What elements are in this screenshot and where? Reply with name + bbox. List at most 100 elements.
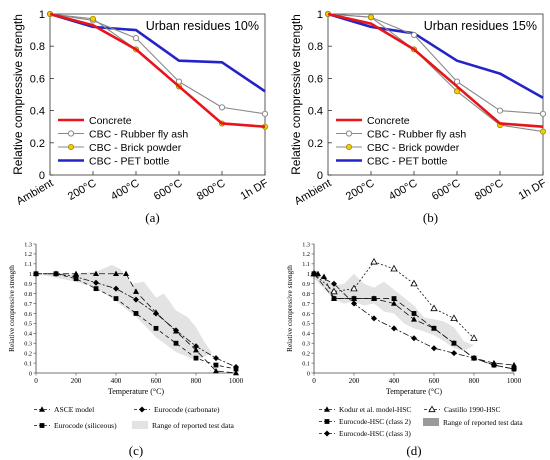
x-tick-label: Ambient bbox=[15, 177, 56, 208]
y-tick-label: 0.6 bbox=[308, 73, 323, 85]
legend-label: Range of reported test data bbox=[152, 421, 234, 430]
y-tick-label: 0.1 bbox=[302, 360, 310, 367]
legend-marker bbox=[324, 406, 330, 412]
legend-label: Kodur et al. model-HSC bbox=[339, 405, 411, 414]
data-point bbox=[371, 315, 377, 322]
x-tick-label: 0 bbox=[34, 377, 38, 385]
data-point bbox=[391, 300, 397, 306]
chart-panel-d: 0 0.1 0.2 0.3 0.4 0.5 0.6 0.7 0.8 0.9 1 1.1 1.2 1.3 0 2… bbox=[286, 241, 523, 458]
series-line-cbc-pet-bottle bbox=[327, 12, 544, 99]
data-point bbox=[451, 340, 457, 346]
legend-band-swatch bbox=[423, 418, 439, 426]
data-point bbox=[173, 340, 179, 346]
legend-band-swatch bbox=[132, 421, 148, 429]
range-band bbox=[36, 264, 212, 361]
y-tick-label: 0.4 bbox=[30, 106, 45, 118]
y-tick-label: 0.4 bbox=[302, 331, 310, 338]
data-point bbox=[193, 346, 199, 353]
y-tick-label: 0.7 bbox=[24, 301, 32, 308]
x-tick-label: 600°C bbox=[152, 177, 185, 203]
data-point bbox=[540, 128, 547, 135]
y-tick-label: 1 bbox=[307, 271, 310, 278]
legend-marker bbox=[428, 405, 436, 413]
series-line-cbc-brick-powder bbox=[327, 13, 544, 133]
y-tick-label: 0.1 bbox=[24, 360, 32, 367]
data-point bbox=[411, 311, 417, 316]
legend-label: CBC - Rubber fly ash bbox=[367, 128, 466, 140]
y-tick-label: 1 bbox=[317, 9, 323, 21]
data-point bbox=[351, 296, 357, 301]
data-point bbox=[133, 311, 139, 316]
x-tick-label: 600 bbox=[151, 377, 162, 385]
data-point bbox=[331, 280, 337, 287]
data-point bbox=[33, 270, 39, 277]
legend-marker bbox=[345, 143, 352, 150]
data-point bbox=[470, 334, 478, 341]
data-point bbox=[351, 300, 357, 307]
series-line-concrete bbox=[49, 12, 266, 128]
data-point bbox=[411, 335, 417, 342]
data-point bbox=[539, 110, 547, 117]
y-tick-label: 0.5 bbox=[302, 321, 310, 328]
legend-label: CBC - Brick powder bbox=[367, 142, 460, 154]
panel-label: (b) bbox=[423, 210, 438, 225]
data-point bbox=[213, 362, 219, 368]
data-point bbox=[90, 15, 97, 22]
y-tick-label: 1.1 bbox=[24, 261, 32, 268]
data-point bbox=[410, 31, 418, 39]
data-point bbox=[113, 285, 119, 292]
y-tick-label: 0.5 bbox=[24, 321, 32, 328]
x-tick-label: 400°C bbox=[109, 177, 142, 203]
plot-frame bbox=[327, 13, 544, 176]
y-tick-label: 0 bbox=[39, 170, 45, 182]
legend-marker bbox=[68, 143, 75, 150]
y-axis-label: Relative compressive strength bbox=[11, 14, 25, 175]
y-tick-label: 0.2 bbox=[24, 350, 32, 357]
data-point bbox=[153, 325, 159, 331]
chart-panel-c: 0 0.1 0.2 0.3 0.4 0.5 0.6 0.7 0.8 0.9 1 1.1 1.2 1.3 0 2… bbox=[8, 241, 244, 458]
y-axis-label: Relative compressive strength bbox=[289, 14, 303, 175]
legend-label: Eurocode-HSC (class 3) bbox=[339, 429, 411, 438]
data-point bbox=[453, 78, 461, 85]
panel-label: (d) bbox=[406, 443, 421, 458]
y-tick-label: 1 bbox=[29, 271, 32, 278]
data-point bbox=[430, 304, 438, 312]
data-point bbox=[390, 264, 398, 272]
data-point bbox=[450, 314, 458, 322]
data-point bbox=[53, 270, 59, 277]
data-point bbox=[153, 310, 159, 317]
legend-marker bbox=[67, 130, 75, 137]
y-tick-label: 0.9 bbox=[302, 281, 310, 288]
y-tick-label: 0.8 bbox=[302, 291, 310, 298]
y-tick-label: 0.9 bbox=[24, 281, 32, 288]
series-line-cbc-rubber-fly-ash bbox=[49, 13, 266, 115]
legend-marker bbox=[345, 130, 353, 137]
legend-label: CBC - Rubber fly ash bbox=[89, 128, 188, 140]
y-tick-label: 1 bbox=[39, 9, 45, 21]
x-axis-label: Temperature (°C) bbox=[386, 387, 443, 396]
data-point bbox=[370, 257, 378, 265]
legend-label: CBC - Brick powder bbox=[89, 142, 182, 154]
y-tick-label: 0.2 bbox=[308, 138, 323, 150]
data-point bbox=[471, 355, 477, 362]
legend-label: Eurocode (carbonate) bbox=[154, 405, 220, 414]
y-axis-label: Relative compressive strength bbox=[286, 265, 294, 352]
panel-label: (c) bbox=[129, 443, 143, 458]
data-point bbox=[391, 325, 397, 332]
data-point bbox=[511, 361, 517, 368]
x-tick-label: 1h DF bbox=[517, 177, 549, 203]
series-line-concrete bbox=[327, 12, 544, 128]
legend-label: CBC - PET bottle bbox=[89, 155, 169, 167]
y-tick-label: 0.8 bbox=[308, 41, 323, 53]
x-tick-label: 800°C bbox=[473, 177, 506, 203]
y-tick-label: 0.6 bbox=[30, 73, 45, 85]
legend-label: Concrete bbox=[89, 115, 132, 127]
data-point bbox=[73, 273, 79, 280]
data-point bbox=[113, 296, 119, 301]
data-point bbox=[132, 35, 140, 42]
data-point bbox=[330, 287, 338, 295]
data-point bbox=[193, 343, 199, 350]
y-tick-label: 1.3 bbox=[24, 241, 32, 248]
x-axis-label: Temperature (°C) bbox=[108, 387, 165, 396]
